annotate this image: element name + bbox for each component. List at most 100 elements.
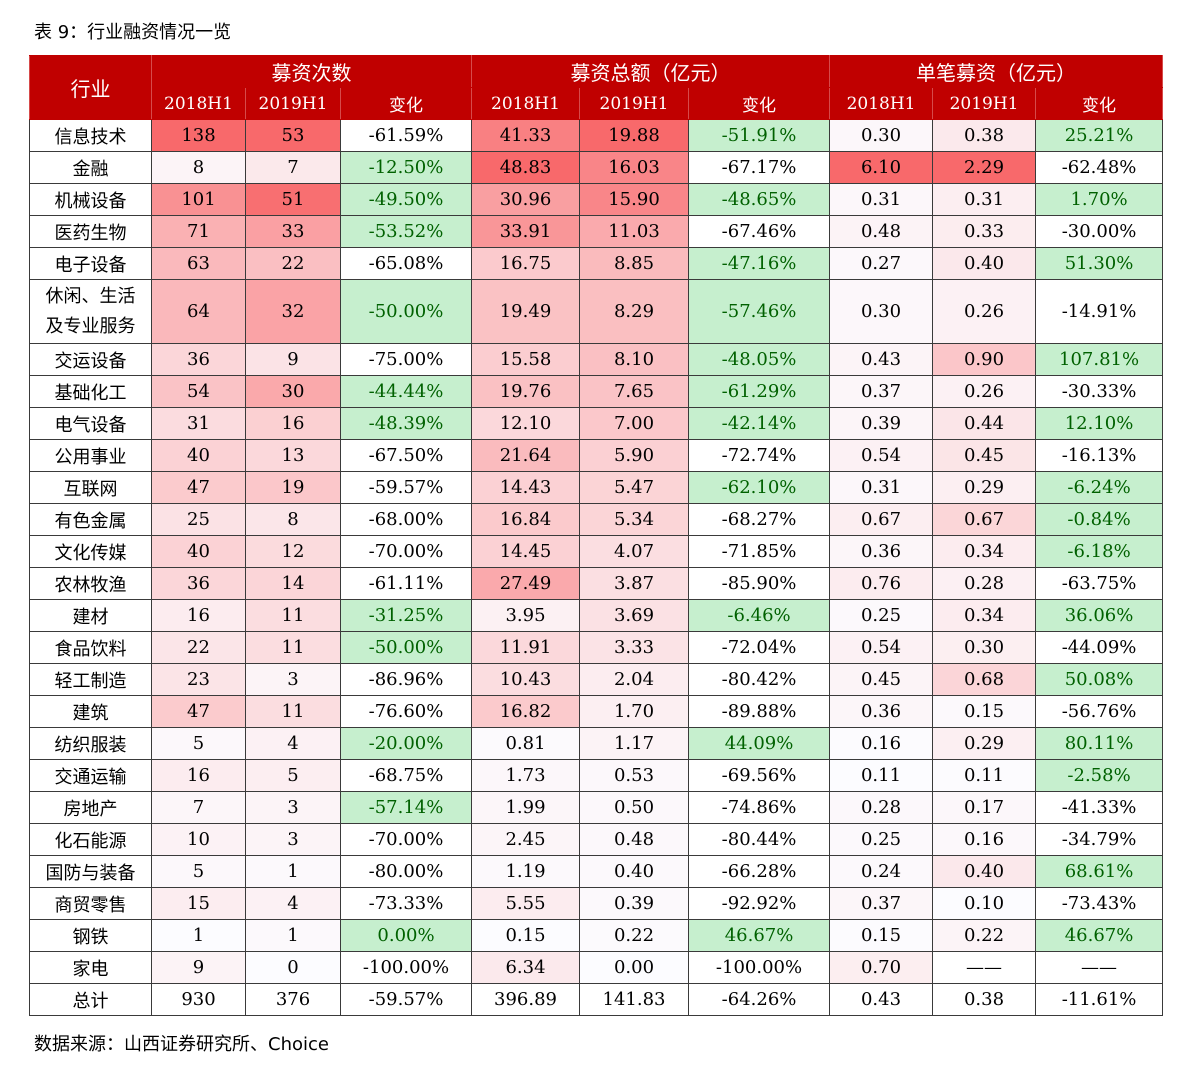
cell-amount-change: -72.74% — [687, 439, 831, 472]
cell-per-deal-2018h1: 0.37 — [829, 887, 934, 920]
table-row: 食品饮料 22 11 -50.00% 11.91 3.33 -72.04% 0.54 0.30-… — [29, 631, 1164, 664]
cell-per-deal-change: -6.24% — [1035, 471, 1164, 504]
cell-amount-2018h1: 1.19 — [471, 855, 580, 888]
header-sub: 2019H1 — [579, 87, 689, 120]
cell-per-deal-2018h1: 0.45 — [829, 663, 934, 696]
cell-industry: 钢铁 — [29, 919, 152, 952]
cell-count-2019h1: 12 — [245, 535, 341, 568]
cell-industry: 基础化工 — [29, 375, 152, 408]
header-sub: 2018H1 — [471, 87, 580, 120]
cell-industry: 房地产 — [29, 791, 152, 824]
cell-count-2019h1: 19 — [245, 471, 341, 504]
header-industry: 行业 — [29, 55, 152, 120]
cell-count-2018h1: 63 — [151, 247, 246, 280]
table-title: 表 9：行业融资情况一览 — [34, 22, 232, 43]
cell-amount-2019h1: 8.10 — [579, 343, 689, 376]
cell-count-change: -31.25% — [340, 599, 472, 632]
cell-amount-2019h1: 0.48 — [579, 823, 689, 856]
cell-amount-2019h1: 0.00 — [579, 951, 689, 984]
cell-industry: 农林牧渔 — [29, 567, 152, 600]
cell-per-deal-change: -56.76% — [1035, 695, 1164, 728]
cell-count-change: -80.00% — [340, 855, 472, 888]
cell-industry: 交运设备 — [29, 343, 152, 376]
cell-per-deal-change: -11.61% — [1035, 983, 1164, 1016]
cell-count-change: -73.33% — [340, 887, 472, 920]
cell-count-2018h1: 47 — [151, 471, 246, 504]
cell-amount-2018h1: 3.95 — [471, 599, 580, 632]
cell-per-deal-2018h1: 0.54 — [829, 439, 934, 472]
cell-per-deal-2018h1: 0.31 — [829, 183, 934, 216]
total-row: 总计 930 376 -59.57% 396.89 141.83 -64.26% 0.43 0.… — [29, 983, 1164, 1016]
cell-per-deal-2018h1: 0.70 — [829, 951, 934, 984]
cell-amount-change: -69.56% — [687, 759, 831, 792]
cell-count-2018h1: 7 — [151, 791, 246, 824]
cell-count-change: -50.00% — [340, 279, 472, 344]
cell-count-change: -86.96% — [340, 663, 472, 696]
cell-amount-2019h1: 4.07 — [579, 535, 689, 568]
cell-per-deal-2018h1: 0.25 — [829, 599, 934, 632]
cell-count-2019h1: 9 — [245, 343, 341, 376]
cell-count-2019h1: 3 — [245, 663, 341, 696]
cell-amount-change: -48.05% — [687, 343, 831, 376]
cell-per-deal-change: 46.67% — [1035, 919, 1164, 952]
cell-per-deal-2018h1: 0.54 — [829, 631, 934, 664]
cell-per-deal-2019h1: 0.68 — [932, 663, 1037, 696]
table-row: 交运设备 36 9 -75.00% 15.58 8.10 -48.05% 0.43 0.90 10… — [29, 343, 1164, 376]
table-row: 国防与装备 5 1 -80.00% 1.19 0.40 -66.28% 0.24 0.40 68.… — [29, 855, 1164, 888]
cell-count-2018h1: 40 — [151, 439, 246, 472]
cell-amount-2018h1: 2.45 — [471, 823, 580, 856]
cell-industry: 互联网 — [29, 471, 152, 504]
cell-count-change: -76.60% — [340, 695, 472, 728]
cell-count-2018h1: 54 — [151, 375, 246, 408]
table-row: 文化传媒 40 12 -70.00% 14.45 4.07 -71.85% 0.36 0.34-… — [29, 535, 1164, 568]
cell-industry: 商贸零售 — [29, 887, 152, 920]
cell-count-change: -48.39% — [340, 407, 472, 440]
cell-amount-2018h1: 14.43 — [471, 471, 580, 504]
cell-amount-2019h1: 11.03 — [579, 215, 689, 248]
cell-count-2018h1: 1 — [151, 919, 246, 952]
cell-per-deal-2019h1: —— — [932, 951, 1037, 984]
cell-amount-change: -92.92% — [687, 887, 831, 920]
header-group-amount: 募资总额（亿元） — [470, 55, 831, 88]
cell-per-deal-change: -62.48% — [1035, 151, 1164, 184]
cell-count-2019h1: 1 — [245, 855, 341, 888]
table-row: 信息技术 138 53 -61.59% 41.33 19.88 -51.91% 0.30 0.3… — [29, 119, 1164, 152]
cell-count-2019h1: 22 — [245, 247, 341, 280]
cell-amount-2018h1: 16.75 — [471, 247, 580, 280]
table-row: 电子设备 63 22 -65.08% 16.75 8.85 -47.16% 0.27 0.40 5… — [29, 247, 1164, 280]
cell-count-2019h1: 13 — [245, 439, 341, 472]
cell-per-deal-2019h1: 0.33 — [932, 215, 1037, 248]
cell-industry: 文化传媒 — [29, 535, 152, 568]
cell-per-deal-2019h1: 0.26 — [932, 279, 1037, 344]
cell-industry: 纺织服装 — [29, 727, 152, 760]
cell-count-change: -59.57% — [340, 983, 472, 1016]
cell-per-deal-2019h1: 0.34 — [932, 599, 1037, 632]
cell-per-deal-2018h1: 0.43 — [829, 343, 934, 376]
cell-amount-2018h1: 27.49 — [471, 567, 580, 600]
cell-amount-2018h1: 6.34 — [471, 951, 580, 984]
cell-amount-2018h1: 16.82 — [471, 695, 580, 728]
cell-count-change: 0.00% — [340, 919, 472, 952]
cell-amount-2018h1: 16.84 — [471, 503, 580, 536]
cell-amount-change: -66.28% — [687, 855, 831, 888]
cell-count-2018h1: 25 — [151, 503, 246, 536]
cell-per-deal-2018h1: 6.10 — [829, 151, 934, 184]
cell-amount-change: -64.26% — [687, 983, 831, 1016]
cell-count-change: -68.00% — [340, 503, 472, 536]
cell-count-2019h1: 4 — [245, 727, 341, 760]
cell-per-deal-change: 50.08% — [1035, 663, 1164, 696]
cell-per-deal-2019h1: 0.31 — [932, 183, 1037, 216]
table-row: 商贸零售 15 4 -73.33% 5.55 0.39 -92.92% 0.37 0.10 -73… — [29, 887, 1164, 920]
cell-amount-2019h1: 7.65 — [579, 375, 689, 408]
table-row: 有色金属 25 8 -68.00% 16.84 5.34 -68.27% 0.67 0.67 -0… — [29, 503, 1164, 536]
cell-amount-2018h1: 30.96 — [471, 183, 580, 216]
cell-amount-change: -89.88% — [687, 695, 831, 728]
cell-count-2018h1: 64 — [151, 279, 246, 344]
cell-per-deal-2018h1: 0.36 — [829, 695, 934, 728]
table-row: 公用事业 40 13 -67.50% 21.64 5.90 -72.74% 0.54 0.45-… — [29, 439, 1164, 472]
cell-count-2018h1: 16 — [151, 599, 246, 632]
cell-per-deal-2019h1: 0.22 — [932, 919, 1037, 952]
cell-count-2019h1: 1 — [245, 919, 341, 952]
cell-count-change: -67.50% — [340, 439, 472, 472]
cell-per-deal-2018h1: 0.27 — [829, 247, 934, 280]
